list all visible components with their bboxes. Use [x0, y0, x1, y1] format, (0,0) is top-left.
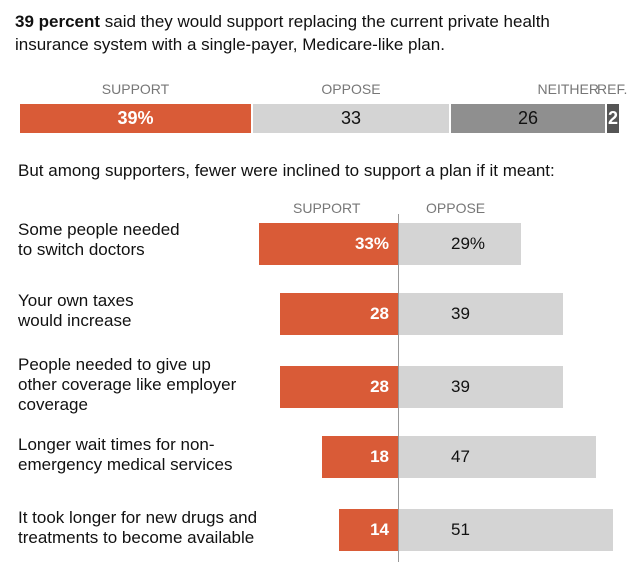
support-bar-5: 14: [339, 509, 398, 551]
top-bar-value-support: 39%: [117, 108, 154, 128]
support-value-4: 18: [370, 447, 389, 466]
row-label-line: emergency medical services: [18, 455, 233, 474]
top-bar-neither: 26: [451, 104, 605, 133]
headline-rest: said they would support replacing the cu…: [15, 12, 550, 54]
top-bar-oppose: 33: [253, 104, 449, 133]
top-bar-support: 39%: [20, 104, 251, 133]
row-label-line: Your own taxes: [18, 291, 134, 310]
top-col-head-support: SUPPORT: [101, 81, 170, 97]
row-label-3: People needed to give up other coverage l…: [18, 355, 263, 415]
oppose-bar-5: 51: [399, 509, 613, 551]
oppose-value-3: 39: [451, 377, 470, 396]
row-label-line: Longer wait times for non-: [18, 435, 215, 454]
row-label-line: would increase: [18, 311, 132, 330]
row-label-line: treatments to become available: [18, 528, 255, 547]
support-value-3: 28: [370, 377, 389, 396]
oppose-value-2: 39: [451, 304, 470, 323]
oppose-value-4: 47: [451, 447, 470, 466]
row-label-line: other coverage like employer: [18, 375, 237, 394]
support-bar-4: 18: [322, 436, 398, 478]
oppose-bar-2: 39: [399, 293, 563, 335]
top-bar-value-neither: 26: [517, 108, 539, 128]
center-axis-line: [398, 214, 399, 562]
support-bar-2: 28: [280, 293, 398, 335]
oppose-bar-1: 29%: [399, 223, 521, 265]
top-bar-ref: 2: [607, 104, 619, 133]
col-head-oppose: OPPOSE: [426, 200, 486, 216]
support-value-5: 14: [370, 520, 389, 539]
row-label-line: coverage: [18, 395, 88, 414]
oppose-bar-4: 47: [399, 436, 596, 478]
top-col-head-oppose: OPPOSE: [321, 81, 381, 97]
oppose-bar-3: 39: [399, 366, 563, 408]
col-head-support: SUPPORT: [293, 200, 361, 216]
support-value-2: 28: [370, 304, 389, 323]
top-col-head-ref: REF.: [597, 81, 628, 97]
row-label-line: People needed to give up: [18, 355, 211, 374]
support-bar-1: 33%: [259, 223, 398, 265]
row-label-line: to switch doctors: [18, 240, 145, 259]
row-label-2: Your own taxes would increase: [18, 291, 263, 331]
row-label-line: Some people needed: [18, 220, 180, 239]
oppose-value-5: 51: [451, 520, 470, 539]
top-bar-value-oppose: 33: [340, 108, 362, 128]
chart-headline: 39 percent said they would support repla…: [15, 10, 620, 56]
chart-subhead: But among supporters, fewer were incline…: [18, 161, 555, 180]
top-bar-value-ref: 2: [607, 108, 618, 128]
support-value-1: 33%: [354, 234, 389, 253]
top-col-head-neither: NEITHER: [537, 81, 599, 97]
oppose-value-1: 29%: [451, 234, 486, 253]
headline-bold: 39 percent: [15, 12, 101, 31]
row-label-1: Some people needed to switch doctors: [18, 220, 263, 260]
row-label-5: It took longer for new drugs and treatmen…: [18, 508, 263, 548]
support-bar-3: 28: [280, 366, 398, 408]
row-label-line: It took longer for new drugs and: [18, 508, 258, 527]
row-label-4: Longer wait times for non-emergency medi…: [18, 435, 263, 475]
